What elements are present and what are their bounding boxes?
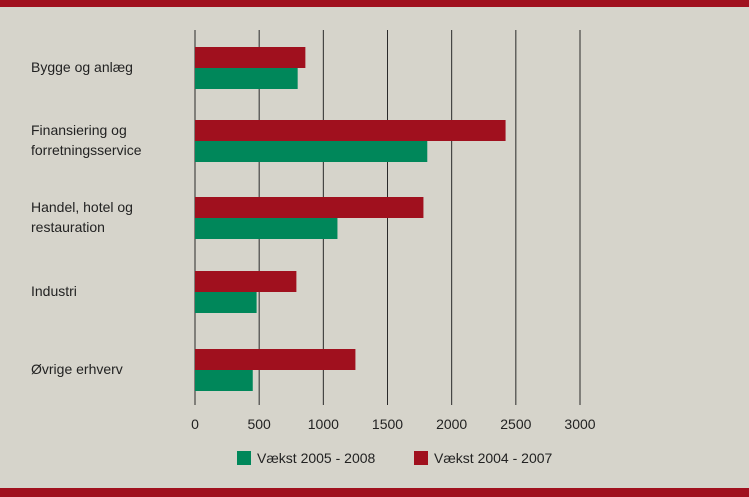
- bar-vaekst-2005-2008-3: [195, 292, 257, 313]
- x-tick-label-2000: 2000: [436, 416, 467, 432]
- category-label-line: Industri: [31, 283, 77, 299]
- bar-vaekst-2004-2007-0: [195, 47, 306, 68]
- category-label-4: Øvrige erhverv: [31, 361, 123, 377]
- legend-swatch-0: [237, 451, 251, 465]
- x-tick-label-1500: 1500: [372, 416, 403, 432]
- x-tick-label-3000: 3000: [564, 416, 595, 432]
- bar-vaekst-2004-2007-1: [195, 120, 506, 141]
- category-label-line: Øvrige erhverv: [31, 361, 123, 377]
- bar-vaekst-2005-2008-0: [195, 68, 298, 89]
- category-label-line: forretningsservice: [31, 142, 142, 158]
- category-label-line: restauration: [31, 219, 105, 235]
- bar-vaekst-2005-2008-2: [195, 218, 338, 239]
- top-accent-band: [0, 0, 749, 7]
- legend-swatch-1: [414, 451, 428, 465]
- bar-vaekst-2005-2008-4: [195, 370, 253, 391]
- category-label-0: Bygge og anlæg: [31, 59, 133, 75]
- bar-vaekst-2004-2007-3: [195, 271, 297, 292]
- category-label-2: Handel, hotel og restauration: [31, 199, 133, 235]
- category-label-1: Finansiering og forretningsservice: [31, 122, 142, 158]
- category-label-line: Handel, hotel og: [31, 199, 133, 215]
- bar-vaekst-2005-2008-1: [195, 141, 428, 162]
- x-tick-label-500: 500: [247, 416, 271, 432]
- category-label-3: Industri: [31, 283, 77, 299]
- category-label-line: Bygge og anlæg: [31, 59, 133, 75]
- x-tick-label-1000: 1000: [308, 416, 339, 432]
- bar-vaekst-2004-2007-2: [195, 197, 424, 218]
- bottom-accent-band: [0, 488, 749, 497]
- bar-vaekst-2004-2007-4: [195, 349, 356, 370]
- x-tick-label-0: 0: [191, 416, 199, 432]
- x-tick-label-2500: 2500: [500, 416, 531, 432]
- category-label-line: Finansiering og: [31, 122, 127, 138]
- legend-label-1: Vækst 2004 - 2007: [434, 450, 553, 466]
- legend-label-0: Vækst 2005 - 2008: [257, 450, 376, 466]
